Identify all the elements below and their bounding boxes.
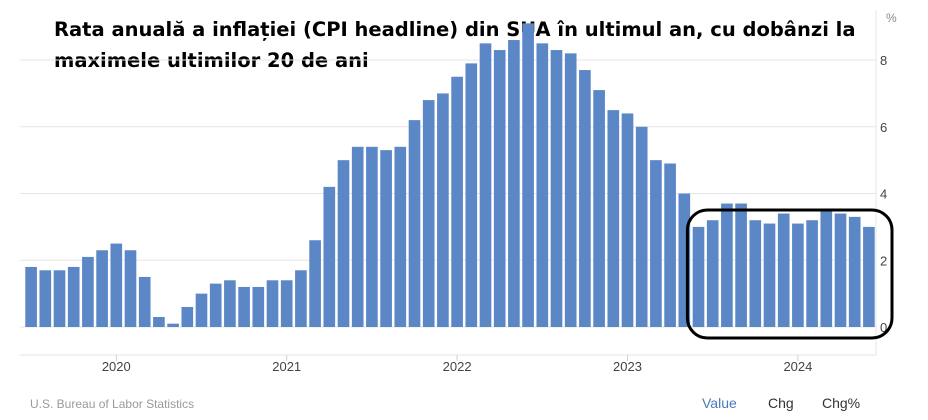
bar-2021-04 (323, 186, 336, 327)
bar-2020-09 (224, 280, 236, 327)
x-tick-label: 2021 (272, 359, 301, 374)
highlight-box (685, 208, 894, 340)
bar-2024-05 (848, 216, 861, 327)
x-axis-ticks: 2020 2021 2022 2023 2024 (102, 355, 812, 374)
bar-2020-01 (110, 243, 123, 327)
bar-2019-07 (25, 266, 37, 327)
bar-2023-04 (664, 163, 676, 327)
bar-2021-02 (295, 270, 307, 327)
bar-2021-10 (408, 120, 421, 328)
bar-2020-05 (167, 323, 179, 327)
bar-2023-03 (650, 160, 662, 327)
bar-2019-08 (39, 270, 52, 327)
highlight-group (685, 208, 894, 340)
bar-2023-11 (763, 223, 776, 327)
bar-2020-11 (252, 286, 265, 327)
bar-2019-12 (96, 250, 108, 327)
bar-2019-10 (67, 266, 80, 327)
y-tick-label: 2 (880, 253, 887, 268)
tab-chg-percent[interactable]: Chg% (822, 395, 861, 411)
bar-2021-09 (394, 146, 407, 327)
bar-2021-05 (337, 160, 350, 327)
y-tick-label: 4 (880, 187, 887, 202)
bar-2020-03 (138, 276, 151, 327)
bar-2022-07 (536, 43, 549, 328)
bar-2022-10 (579, 70, 591, 327)
bar-2023-02 (635, 126, 648, 327)
bar-2022-06 (522, 23, 534, 327)
bar-2021-07 (366, 146, 378, 327)
source-label: U.S. Bureau of Labor Statistics (30, 397, 195, 411)
bar-2020-04 (153, 316, 165, 327)
x-tick-label: 2022 (443, 359, 472, 374)
bar-2020-02 (124, 250, 137, 327)
bar-2022-02 (465, 63, 478, 328)
y-axis-ticks: % 0 2 4 6 8 (880, 11, 897, 335)
bar-2022-12 (607, 110, 620, 328)
bar-2019-09 (53, 270, 66, 327)
bar-2024-04 (834, 213, 847, 327)
bar-2021-12 (437, 93, 449, 327)
y-tick-label: 0 (880, 320, 887, 335)
bar-2023-08 (721, 203, 733, 327)
bar-2022-01 (451, 76, 463, 327)
bar-2020-08 (209, 283, 222, 327)
bar-2021-03 (309, 240, 321, 327)
bar-2021-08 (380, 150, 392, 327)
y-tick-label: 6 (880, 120, 887, 135)
gridlines (20, 10, 877, 356)
bar-2022-04 (493, 50, 506, 327)
bar-2024-06 (863, 226, 875, 327)
y-tick-label: 8 (880, 53, 887, 68)
x-tick-label: 2024 (783, 359, 812, 374)
bar-2022-11 (593, 90, 605, 327)
bar-2019-11 (82, 256, 94, 327)
bar-2023-09 (735, 203, 747, 327)
bar-2024-02 (806, 220, 818, 327)
bar-2021-06 (351, 146, 364, 327)
bar-2022-08 (550, 50, 563, 327)
bar-2023-05 (678, 193, 691, 327)
bar-2020-07 (195, 293, 208, 327)
bar-2023-07 (706, 220, 719, 327)
bar-2021-11 (422, 100, 435, 328)
bar-2020-10 (238, 286, 250, 327)
bars (25, 23, 875, 328)
bar-2022-09 (564, 53, 577, 328)
view-tabs: Value Chg Chg% (0, 395, 928, 415)
bar-2023-01 (621, 113, 634, 327)
x-tick-label: 2020 (102, 359, 131, 374)
bar-2020-12 (266, 280, 279, 327)
bar-2022-05 (508, 40, 520, 327)
x-tick-label: 2023 (613, 359, 642, 374)
bar-2023-10 (749, 220, 762, 327)
bar-2021-01 (280, 280, 293, 327)
tab-value[interactable]: Value (702, 395, 737, 411)
bar-2024-01 (792, 223, 804, 327)
bar-2024-03 (820, 210, 833, 327)
bar-2022-03 (479, 43, 492, 328)
bar-2020-06 (181, 306, 194, 327)
y-unit-label: % (886, 11, 897, 25)
bar-2023-12 (777, 213, 790, 327)
bar-2023-06 (692, 226, 705, 327)
tab-chg[interactable]: Chg (768, 395, 794, 411)
